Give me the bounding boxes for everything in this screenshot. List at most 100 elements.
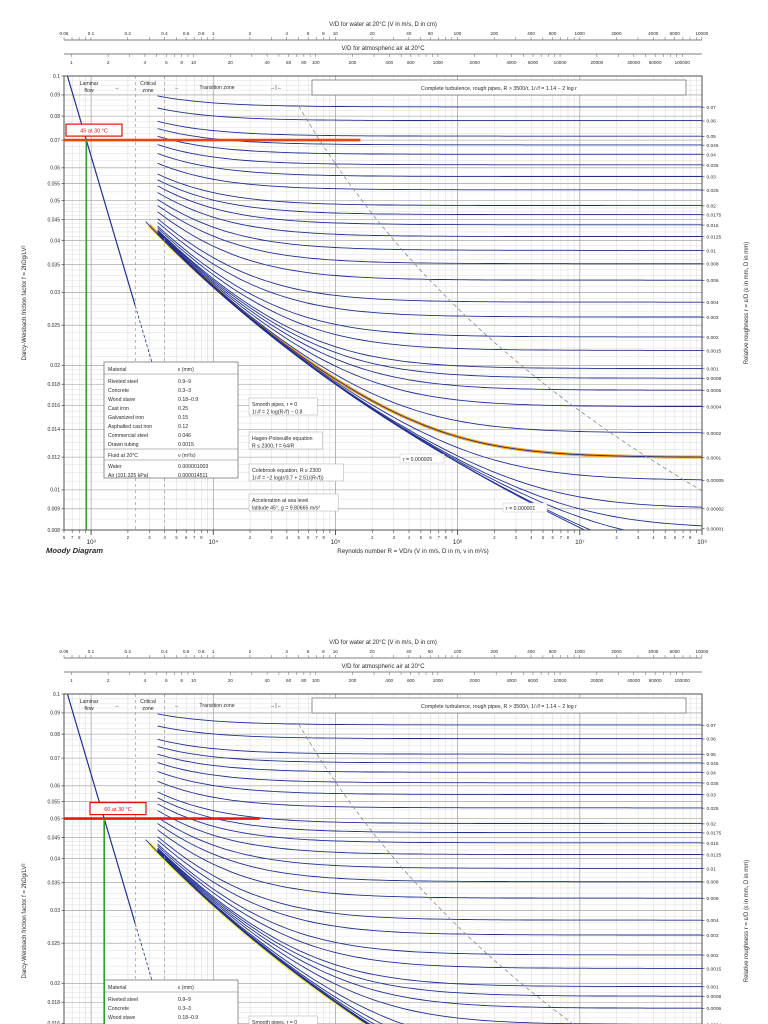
svg-text:0.0004: 0.0004 — [707, 404, 722, 410]
svg-text:Asphalted cast iron: Asphalted cast iron — [108, 424, 152, 430]
svg-text:20: 20 — [228, 60, 234, 65]
svg-text:20000: 20000 — [590, 678, 603, 683]
svg-text:6000: 6000 — [670, 649, 681, 654]
svg-text:1000: 1000 — [575, 649, 586, 654]
svg-text:0.1: 0.1 — [53, 74, 60, 80]
svg-text:0.3–3: 0.3–3 — [178, 388, 191, 394]
svg-text:0.01: 0.01 — [50, 488, 60, 494]
y-axis-title: Darcy-Weisbach friction factor f = 2hDg/… — [22, 864, 28, 979]
svg-text:0.6: 0.6 — [183, 31, 190, 36]
svg-text:7: 7 — [193, 535, 196, 540]
svg-text:6: 6 — [552, 535, 555, 540]
svg-text:40000: 40000 — [627, 678, 640, 683]
svg-text:0.18–0.9: 0.18–0.9 — [178, 397, 198, 403]
svg-text:60: 60 — [286, 678, 292, 683]
svg-text:60000: 60000 — [649, 678, 662, 683]
svg-text:8: 8 — [200, 535, 203, 540]
svg-text:0.015: 0.015 — [707, 841, 719, 847]
svg-text:Critical: Critical — [140, 699, 156, 705]
svg-text:2: 2 — [107, 678, 110, 683]
svg-text:0.09: 0.09 — [50, 711, 60, 717]
svg-text:8: 8 — [78, 535, 81, 540]
svg-text:6: 6 — [307, 31, 310, 36]
svg-text:60: 60 — [428, 649, 434, 654]
svg-text:0.06: 0.06 — [50, 166, 60, 172]
svg-text:400: 400 — [385, 678, 393, 683]
svg-text:0.08: 0.08 — [50, 114, 60, 120]
svg-text:0.002: 0.002 — [707, 953, 719, 959]
svg-text:2: 2 — [615, 535, 618, 540]
svg-text:5: 5 — [664, 535, 667, 540]
svg-text:0.9–9: 0.9–9 — [178, 379, 191, 385]
svg-text:ε (mm): ε (mm) — [178, 985, 194, 991]
material-table: Material ε (mm) Riveted steel 0.9–9 Concrete… — [103, 361, 239, 479]
svg-text:0.05: 0.05 — [707, 134, 717, 140]
air-scale-title: V/D for atmospheric air at 20°C — [341, 664, 425, 670]
svg-text:10: 10 — [333, 649, 339, 654]
svg-text:Drawn tubing: Drawn tubing — [108, 442, 139, 448]
grid — [63, 75, 703, 531]
svg-text:Smooth pipes, r = 0: Smooth pipes, r = 0 — [252, 1020, 297, 1024]
annotation-label-box — [89, 801, 147, 816]
svg-text:Commercial steel: Commercial steel — [108, 433, 148, 439]
svg-text:1/√f = −2 log(r/3.7 + 2.51/(R√: 1/√f = −2 log(r/3.7 + 2.51/(R√f)) — [252, 475, 324, 482]
svg-text:4: 4 — [285, 649, 288, 654]
svg-text:20: 20 — [370, 31, 376, 36]
svg-text:6: 6 — [165, 678, 168, 683]
svg-text:600: 600 — [407, 60, 415, 65]
svg-text:1000: 1000 — [433, 678, 444, 683]
inline-label-r-0000001: r = 0.000001 — [506, 506, 535, 512]
svg-text:0.004: 0.004 — [707, 300, 719, 306]
svg-text:0.4: 0.4 — [161, 649, 168, 654]
complete-turbulence-box — [311, 697, 687, 714]
svg-text:6: 6 — [674, 535, 677, 540]
svg-text:zone: zone — [142, 88, 153, 94]
smooth-pipe-curve — [145, 839, 368, 1024]
svg-text:Riveted steel: Riveted steel — [108, 997, 138, 1003]
svg-text:Material: Material — [108, 367, 126, 373]
svg-text:Darcy-Weisbach friction factor: Darcy-Weisbach friction factor f = 2hDg/… — [22, 864, 28, 979]
svg-text:0.0015: 0.0015 — [707, 966, 722, 972]
svg-text:6000: 6000 — [670, 31, 681, 36]
svg-text:0.018: 0.018 — [47, 382, 60, 388]
svg-text:8: 8 — [322, 535, 325, 540]
svg-text:2: 2 — [371, 535, 374, 540]
top-scales: V/D for water at 20°C (V in m/s, D in cm… — [60, 22, 709, 65]
svg-text:200: 200 — [349, 678, 357, 683]
svg-text:60: 60 — [286, 60, 292, 65]
svg-text:0.0006: 0.0006 — [707, 388, 722, 394]
svg-text:4: 4 — [530, 535, 533, 540]
svg-text:0.045: 0.045 — [707, 761, 719, 767]
svg-text:0.8: 0.8 — [198, 31, 205, 36]
svg-text:flow: flow — [84, 706, 93, 712]
plot-border — [63, 693, 703, 1024]
svg-text:0.07: 0.07 — [50, 138, 60, 144]
svg-text:0.07: 0.07 — [707, 105, 717, 111]
svg-text:0.025: 0.025 — [707, 188, 719, 194]
svg-text:8: 8 — [445, 535, 448, 540]
svg-text:0.06: 0.06 — [707, 119, 717, 125]
svg-text:6: 6 — [185, 535, 188, 540]
svg-text:0.000001003: 0.000001003 — [178, 464, 208, 470]
svg-text:Complete turbulence, rough pip: Complete turbulence, rough pipes, R > 35… — [421, 703, 577, 710]
svg-text:flow: flow — [84, 88, 93, 94]
svg-text:5: 5 — [420, 535, 423, 540]
svg-text:0.055: 0.055 — [47, 181, 60, 187]
right-axis: 0.07 0.06 0.05 0.045 0.04 0.035 0.03 0.025 0.02 0… — [702, 723, 722, 1024]
svg-text:0.0002: 0.0002 — [707, 431, 722, 437]
svg-text:7: 7 — [682, 535, 685, 540]
svg-text:4: 4 — [144, 60, 147, 65]
moody-diagram-figure-2-cropped: V/D for water at 20°C (V in m/s, D in cm… — [14, 628, 754, 1024]
svg-text:0.009: 0.009 — [47, 507, 60, 513]
svg-text:4: 4 — [286, 535, 289, 540]
svg-text:→: → — [114, 703, 120, 709]
svg-text:0.012: 0.012 — [47, 455, 60, 461]
svg-text:10000: 10000 — [554, 60, 567, 65]
svg-text:6: 6 — [429, 535, 432, 540]
svg-text:0.07: 0.07 — [50, 756, 60, 762]
svg-text:100: 100 — [454, 31, 462, 36]
svg-text:6: 6 — [63, 535, 66, 540]
svg-text:100000: 100000 — [675, 60, 691, 65]
svg-text:0.0008: 0.0008 — [707, 994, 722, 1000]
svg-text:3: 3 — [270, 535, 273, 540]
